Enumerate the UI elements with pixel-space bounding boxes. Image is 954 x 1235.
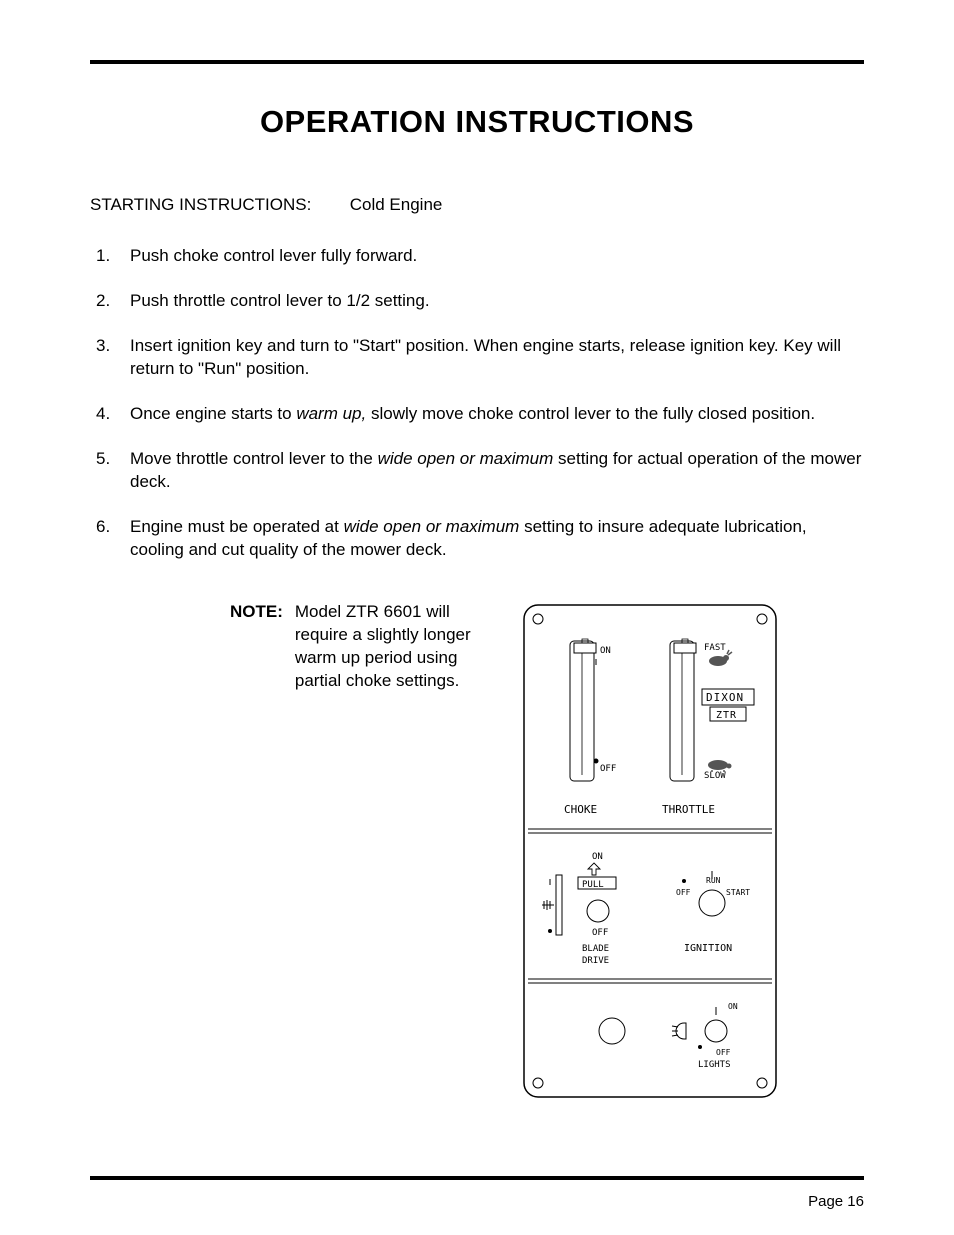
- page-title: OPERATION INSTRUCTIONS: [90, 104, 864, 140]
- step-number: 5.: [96, 448, 110, 471]
- step-4: 4. Once engine starts to warm up, slowly…: [90, 403, 864, 426]
- step-text: Push throttle control lever to 1/2 setti…: [130, 291, 430, 310]
- bottom-rule: [90, 1176, 864, 1180]
- lights-off-label: OFF: [716, 1048, 731, 1057]
- ignition-run-label: RUN: [706, 876, 721, 885]
- blade-off-label: OFF: [592, 928, 608, 938]
- throttle-fast-label: FAST: [704, 643, 726, 653]
- step-pre: Engine must be operated at: [130, 517, 344, 536]
- ignition-start-label: START: [726, 888, 750, 897]
- step-number: 4.: [96, 403, 110, 426]
- step-text: Insert ignition key and turn to "Start" …: [130, 336, 841, 378]
- choke-off-label: OFF: [600, 764, 616, 774]
- ignition-label: IGNITION: [684, 943, 732, 954]
- section-heading: STARTING INSTRUCTIONS: Cold Engine: [90, 195, 864, 215]
- brand-line2: ZTR: [716, 710, 737, 721]
- note-row: NOTE: Model ZTR 6601 will require a slig…: [90, 601, 864, 1101]
- ignition-off-label: OFF: [676, 888, 691, 897]
- step-number: 6.: [96, 516, 110, 539]
- blade-on-label: ON: [592, 852, 603, 862]
- step-italic: warm up,: [296, 404, 366, 423]
- brand-line1: DIXON: [706, 691, 744, 704]
- step-number: 2.: [96, 290, 110, 313]
- step-2: 2. Push throttle control lever to 1/2 se…: [90, 290, 864, 313]
- step-3: 3. Insert ignition key and turn to "Star…: [90, 335, 864, 381]
- lights-label: LIGHTS: [698, 1060, 731, 1070]
- section-label: STARTING INSTRUCTIONS:: [90, 195, 345, 215]
- step-pre: Once engine starts to: [130, 404, 296, 423]
- throttle-label: THROTTLE: [662, 803, 715, 816]
- step-number: 1.: [96, 245, 110, 268]
- page-number: Page 16: [808, 1193, 864, 1210]
- note-text: Model ZTR 6601 will require a slightly l…: [295, 601, 490, 693]
- choke-on-label: ON: [600, 646, 611, 656]
- section-mode: Cold Engine: [350, 195, 443, 214]
- blade-label1: BLADE: [582, 944, 609, 954]
- step-1: 1. Push choke control lever fully forwar…: [90, 245, 864, 268]
- control-panel-diagram: ON OFF CHOKE FAST: [520, 601, 780, 1101]
- note-block: NOTE: Model ZTR 6601 will require a slig…: [230, 601, 490, 693]
- throttle-slow-label: SLOW: [704, 771, 726, 781]
- step-pre: Move throttle control lever to the: [130, 449, 378, 468]
- step-text: Push choke control lever fully forward.: [130, 246, 417, 265]
- step-italic: wide open or maximum: [344, 517, 520, 536]
- steps-list: 1. Push choke control lever fully forwar…: [90, 245, 864, 561]
- blade-pull-label: PULL: [582, 880, 604, 890]
- blade-label2: DRIVE: [582, 956, 609, 966]
- top-rule: [90, 60, 864, 64]
- step-post: slowly move choke control lever to the f…: [366, 404, 815, 423]
- step-italic: wide open or maximum: [378, 449, 554, 468]
- step-number: 3.: [96, 335, 110, 358]
- note-label: NOTE:: [230, 601, 283, 693]
- lights-on-label: ON: [728, 1002, 738, 1011]
- choke-label: CHOKE: [564, 803, 597, 816]
- step-6: 6. Engine must be operated at wide open …: [90, 516, 864, 562]
- step-5: 5. Move throttle control lever to the wi…: [90, 448, 864, 494]
